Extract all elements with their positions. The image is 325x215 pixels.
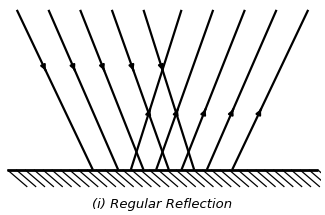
Text: (i) Regular Reflection: (i) Regular Reflection — [92, 198, 233, 211]
